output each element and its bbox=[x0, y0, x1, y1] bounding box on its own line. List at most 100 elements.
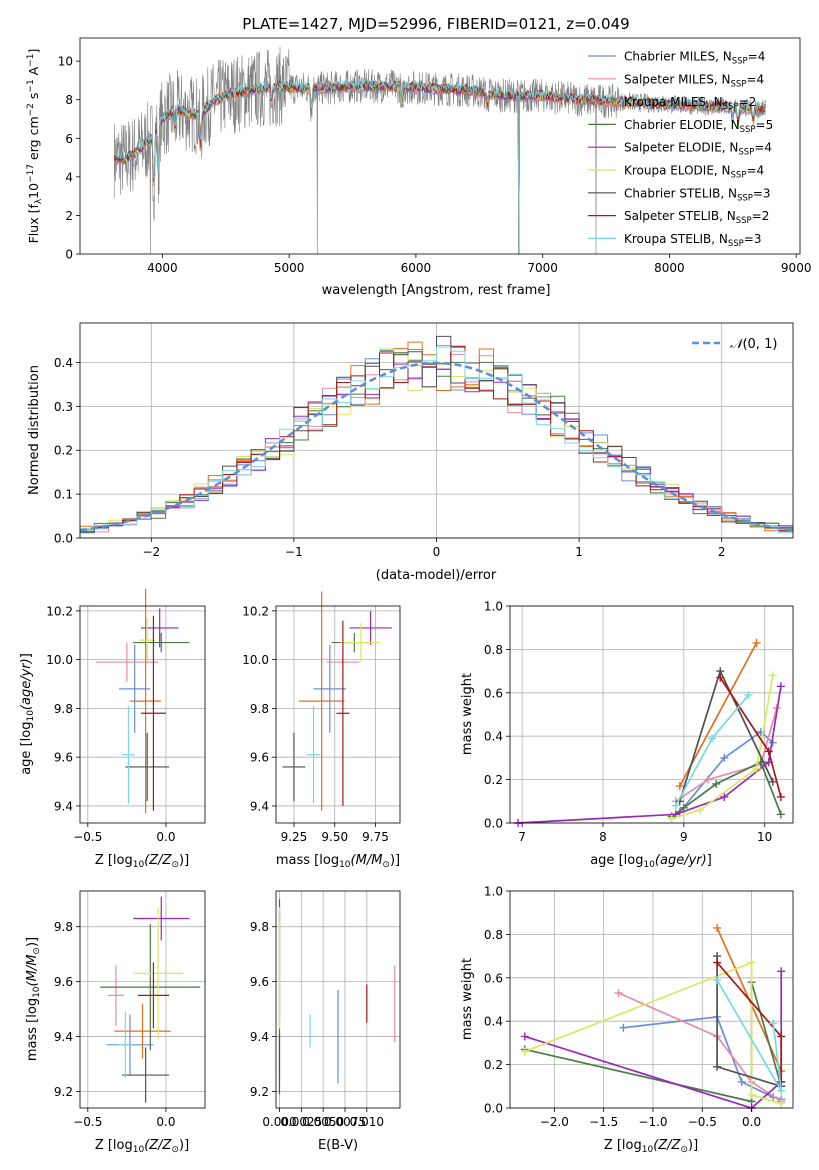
normal-reference-curve bbox=[79, 361, 794, 532]
weight-point-marker bbox=[777, 1099, 786, 1108]
x-tick-label: 0.0075 bbox=[324, 1115, 366, 1129]
weight-vs-age-panel: 7 8 9 10 0.0 0.2 0.4 0.6 0.8 1.0 age [log10(age/y… bbox=[460, 600, 794, 870]
spectrum-legend: Chabrier MILES, NSSP=4 Salpeter MILES, NS… bbox=[588, 50, 773, 249]
y-tick-label: 0.0 bbox=[484, 817, 503, 831]
age-vs-mass-panel: 9.25 9.50 9.75 9.4 9.6 9.8 10.0 10.2 mass [log1… bbox=[242, 591, 401, 870]
residuals-ylabel: Normed distribution bbox=[27, 365, 42, 495]
y-tick-label: 4 bbox=[65, 170, 73, 184]
y-tick-label: 6 bbox=[65, 132, 73, 146]
age-vs-z-panel: −0.5 0.0 9.4 9.6 9.8 10.0 10.2 Z [log10(Z/Z⊙)]… bbox=[19, 588, 206, 870]
mass-vs-z-ticks: −0.5 0.0 9.2 9.4 9.6 9.8 bbox=[54, 920, 176, 1129]
y-tick-label: 0.8 bbox=[484, 643, 503, 657]
spectrum-traces bbox=[113, 46, 766, 255]
age-vs-z-grid bbox=[80, 606, 205, 823]
x-tick-label: −0.5 bbox=[73, 830, 102, 844]
weight-point-marker bbox=[737, 1077, 746, 1086]
weight-point-marker bbox=[747, 1090, 756, 1099]
weight-point-marker bbox=[747, 958, 756, 967]
x-tick-label: 8 bbox=[599, 830, 607, 844]
weight-point-marker bbox=[713, 923, 722, 932]
spectrum-ylabel: Flux [fλ10−17 erg cm−2 s−1 A−1] bbox=[26, 49, 44, 244]
age-vs-z-axes-frame bbox=[79, 605, 206, 824]
weight-vs-age-grid bbox=[510, 605, 793, 824]
y-tick-label: 9.8 bbox=[54, 702, 73, 716]
legend-label: Kroupa MILES, NSSP=2 bbox=[624, 95, 756, 112]
x-tick-label: −1.5 bbox=[589, 1115, 618, 1129]
y-tick-label: 9.4 bbox=[250, 1030, 269, 1044]
weight-series-line bbox=[524, 971, 783, 1109]
y-tick-label: 0.6 bbox=[484, 971, 503, 985]
x-tick-label: 0 bbox=[433, 545, 441, 559]
x-tick-label: 9.50 bbox=[321, 830, 348, 844]
y-tick-label: 9.2 bbox=[54, 1085, 73, 1099]
mass-vs-ebv-axes-frame bbox=[275, 890, 401, 1109]
y-tick-label: 0.0 bbox=[484, 1102, 503, 1116]
weight-point-marker bbox=[696, 805, 705, 814]
y-tick-label: 1.0 bbox=[484, 885, 503, 899]
weight-series-line bbox=[675, 707, 778, 803]
x-tick-label: 4000 bbox=[147, 261, 178, 275]
x-tick-label: −1 bbox=[285, 545, 303, 559]
weight-series-line bbox=[716, 979, 783, 1092]
legend-label: Chabrier ELODIE, NSSP=5 bbox=[624, 118, 773, 135]
weight-series-line bbox=[671, 675, 774, 820]
weight-vs-age-lines bbox=[514, 638, 785, 827]
legend-label: Salpeter STELIB, NSSP=2 bbox=[624, 209, 769, 226]
legend-label: Chabrier MILES, NSSP=4 bbox=[624, 50, 765, 67]
x-tick-label: 2 bbox=[718, 545, 726, 559]
residual-histogram-step bbox=[79, 345, 793, 538]
x-tick-label: 9.25 bbox=[281, 830, 308, 844]
weight-vs-age-xlabel: age [log10(age/yr)] bbox=[590, 853, 712, 870]
y-tick-label: 10.0 bbox=[46, 653, 73, 667]
y-tick-label: 9.6 bbox=[54, 975, 73, 989]
weight-point-marker bbox=[520, 1047, 529, 1056]
weight-vs-z-ticks: −2.0 −1.5 −1.0 −0.5 0.0 0.0 0.2 0.4 0.6 0.8 1.0 bbox=[484, 885, 761, 1130]
residuals-panel: −2 −1 0 1 2 0.0 0.1 0.2 0.3 0.4 𝒩(0, 1) (data-mod… bbox=[27, 322, 794, 583]
y-tick-label: 0.4 bbox=[54, 356, 73, 370]
weight-point-marker bbox=[614, 988, 623, 997]
weight-point-marker bbox=[720, 753, 729, 762]
figure-title: PLATE=1427, MJD=52996, FIBERID=0121, z=0… bbox=[242, 15, 629, 33]
x-tick-label: 10 bbox=[757, 830, 772, 844]
y-tick-label: 9.6 bbox=[54, 751, 73, 765]
residual-histogram-step bbox=[79, 335, 793, 538]
mass-vs-z-grid bbox=[80, 891, 205, 1108]
age-vs-z-errorbars bbox=[95, 588, 190, 814]
legend-label: Salpeter MILES, NSSP=4 bbox=[624, 72, 764, 89]
weight-vs-age-axes-frame bbox=[509, 605, 794, 824]
spectrum-panel: Chabrier MILES, NSSP=4 Salpeter MILES, NS… bbox=[26, 37, 811, 298]
y-tick-label: 9.4 bbox=[250, 799, 269, 813]
weight-point-marker bbox=[720, 792, 729, 801]
weight-vs-z-axes-frame bbox=[509, 890, 794, 1109]
legend-label: Kroupa STELIB, NSSP=3 bbox=[624, 232, 762, 249]
weight-point-marker bbox=[671, 801, 680, 810]
weight-point-marker bbox=[764, 747, 773, 756]
weight-point-marker bbox=[768, 671, 777, 680]
y-tick-label: 10.0 bbox=[242, 653, 269, 667]
weight-vs-z-panel: −2.0 −1.5 −1.0 −0.5 0.0 0.0 0.2 0.4 0.6 0.8 1.0 Z … bbox=[460, 885, 794, 1155]
y-tick-label: 10 bbox=[58, 55, 73, 69]
weight-point-marker bbox=[675, 782, 684, 791]
y-tick-label: 0.8 bbox=[484, 928, 503, 942]
weight-point-marker bbox=[744, 690, 753, 699]
weight-point-marker bbox=[777, 1032, 786, 1041]
residuals-histograms bbox=[79, 335, 794, 538]
legend-label: Chabrier STELIB, NSSP=3 bbox=[624, 186, 771, 203]
legend-label: Kroupa ELODIE, NSSP=4 bbox=[624, 164, 764, 181]
weight-vs-age-ylabel: mass weight bbox=[460, 673, 475, 755]
weight-point-marker bbox=[776, 792, 785, 801]
weight-vs-z-ylabel: mass weight bbox=[460, 958, 475, 1040]
x-tick-label: 9 bbox=[680, 830, 688, 844]
x-tick-label: 0.0 bbox=[742, 1115, 761, 1129]
mass-vs-z-errorbars bbox=[100, 896, 201, 1103]
weight-point-marker bbox=[619, 1023, 628, 1032]
weight-series-line bbox=[716, 962, 783, 1082]
weight-point-marker bbox=[679, 803, 688, 812]
weight-series-line bbox=[518, 686, 782, 824]
x-tick-label: 0.010 bbox=[350, 1115, 384, 1129]
x-tick-label: 0.0 bbox=[156, 830, 175, 844]
mass-vs-ebv-errorbars bbox=[278, 899, 396, 1095]
